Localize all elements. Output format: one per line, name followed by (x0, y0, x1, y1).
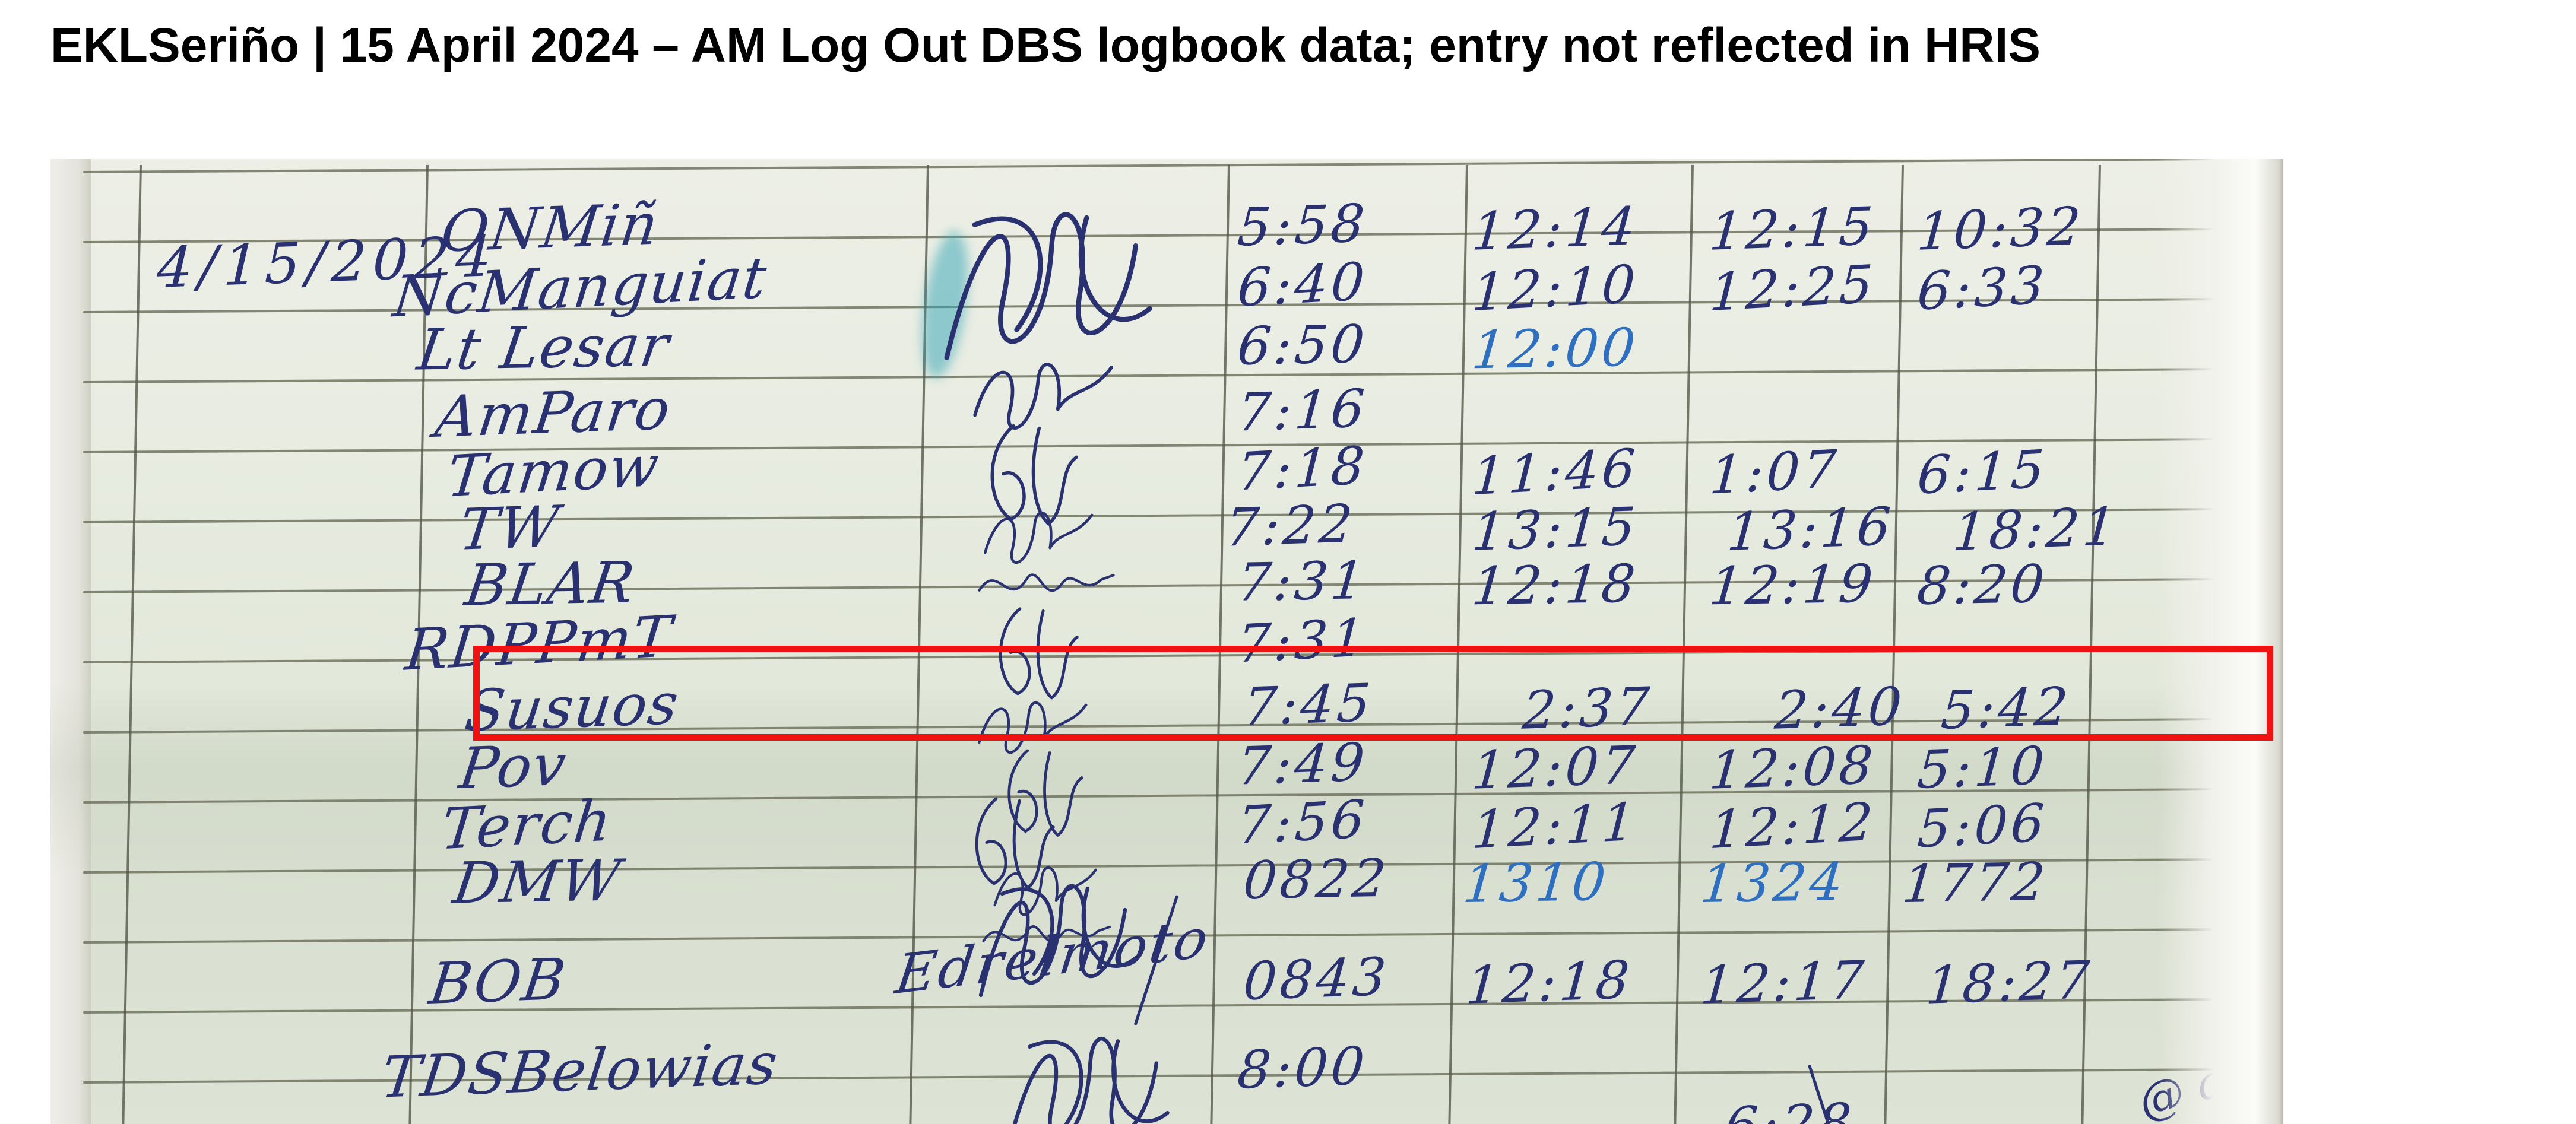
paper-shadow (50, 681, 2283, 877)
logbook-photo: 4/15/2024 ONMiñ 5:58 12:14 12:15 10:32 NcMang… (50, 159, 2283, 1124)
signature-scribble (982, 925, 1111, 943)
entry-time-3: 12:17 (1698, 949, 1869, 1016)
entry-time-1: 7:16 (1235, 377, 1370, 443)
entry-time-3: 12:15 (1707, 195, 1878, 262)
entry-time-1: 7:31 (1235, 550, 1370, 613)
entry-time-2: 13:15 (1469, 496, 1640, 563)
entry-time-3: 12:25 (1707, 253, 1877, 323)
entry-time-4: 18:21 (1950, 496, 2121, 563)
entry-time-3: 1:07 (1707, 438, 1841, 506)
entry-time-1: 6:40 (1235, 250, 1369, 319)
entry-time-2: 12:00 (1469, 316, 1641, 381)
entry-time-2: 12:10 (1470, 253, 1640, 323)
entry-time-2: 1310 (1460, 850, 1611, 915)
entry-time-partial: 6:28 (1722, 1091, 1856, 1124)
entry-time-4: 6:33 (1915, 254, 2049, 322)
entry-time-1: 7:49 (1235, 731, 1370, 797)
entry-time-4: 8:20 (1915, 553, 2050, 617)
entry-time-1: 7:18 (1235, 434, 1369, 503)
signature-scribble (978, 701, 1088, 754)
entry-time-4: 18:27 (1924, 949, 2095, 1016)
signature-scribble (1012, 1036, 1170, 1124)
entry-time-3: 12:19 (1707, 553, 1878, 617)
page-curl (2158, 159, 2283, 1124)
entry-time-4: 10:32 (1915, 195, 2086, 262)
entry-time-1: 7:22 (1224, 493, 1358, 558)
entry-time-3: 12:12 (1707, 790, 1877, 861)
entry-name: Lt Lesar (413, 312, 674, 383)
entry-time-4: 6:15 (1915, 438, 2049, 506)
entry-time-1: 8:00 (1235, 1035, 1370, 1101)
entry-time-4: 5:10 (1915, 735, 2049, 801)
highlight-rectangle (473, 646, 2273, 741)
entry-time-2: 12:11 (1470, 790, 1640, 861)
entry-time-2: 12:18 (1469, 553, 1641, 617)
entry-time-3: 1324 (1698, 850, 1849, 915)
entry-time-3: 12:08 (1707, 734, 1878, 801)
entry-time-1: 5:58 (1235, 192, 1370, 258)
entry-time-1: 7:56 (1235, 788, 1369, 856)
entry-name: DMW (449, 847, 626, 917)
signature-scribble (1007, 749, 1083, 837)
logbook-paper (50, 159, 2283, 1124)
signature-scribble (978, 884, 1138, 998)
entry-time-2: 12:07 (1469, 734, 1640, 801)
entry-time-1: 0843 (1241, 945, 1391, 1012)
entry-time-4: 5:06 (1915, 792, 2049, 860)
entry-name: BOB (426, 946, 571, 1017)
signature-scribble (978, 573, 1115, 592)
signature-scribble (973, 363, 1114, 430)
entry-name: TDSBelowias (378, 1030, 782, 1111)
page-title: EKLSeriño | 15 April 2024 – AM Log Out D… (50, 18, 2040, 72)
entry-time-1: 6:50 (1235, 313, 1370, 377)
entry-time-2: 12:18 (1463, 949, 1634, 1016)
entry-time-4: 1772 (1900, 850, 2051, 915)
signature-scribble (944, 212, 1152, 360)
signature-scribble (984, 511, 1094, 564)
page-edge-left (50, 159, 91, 1124)
entry-time-2: 12:14 (1469, 195, 1640, 262)
signature-scribble (999, 607, 1079, 700)
entry-time-1: 0822 (1241, 847, 1392, 912)
